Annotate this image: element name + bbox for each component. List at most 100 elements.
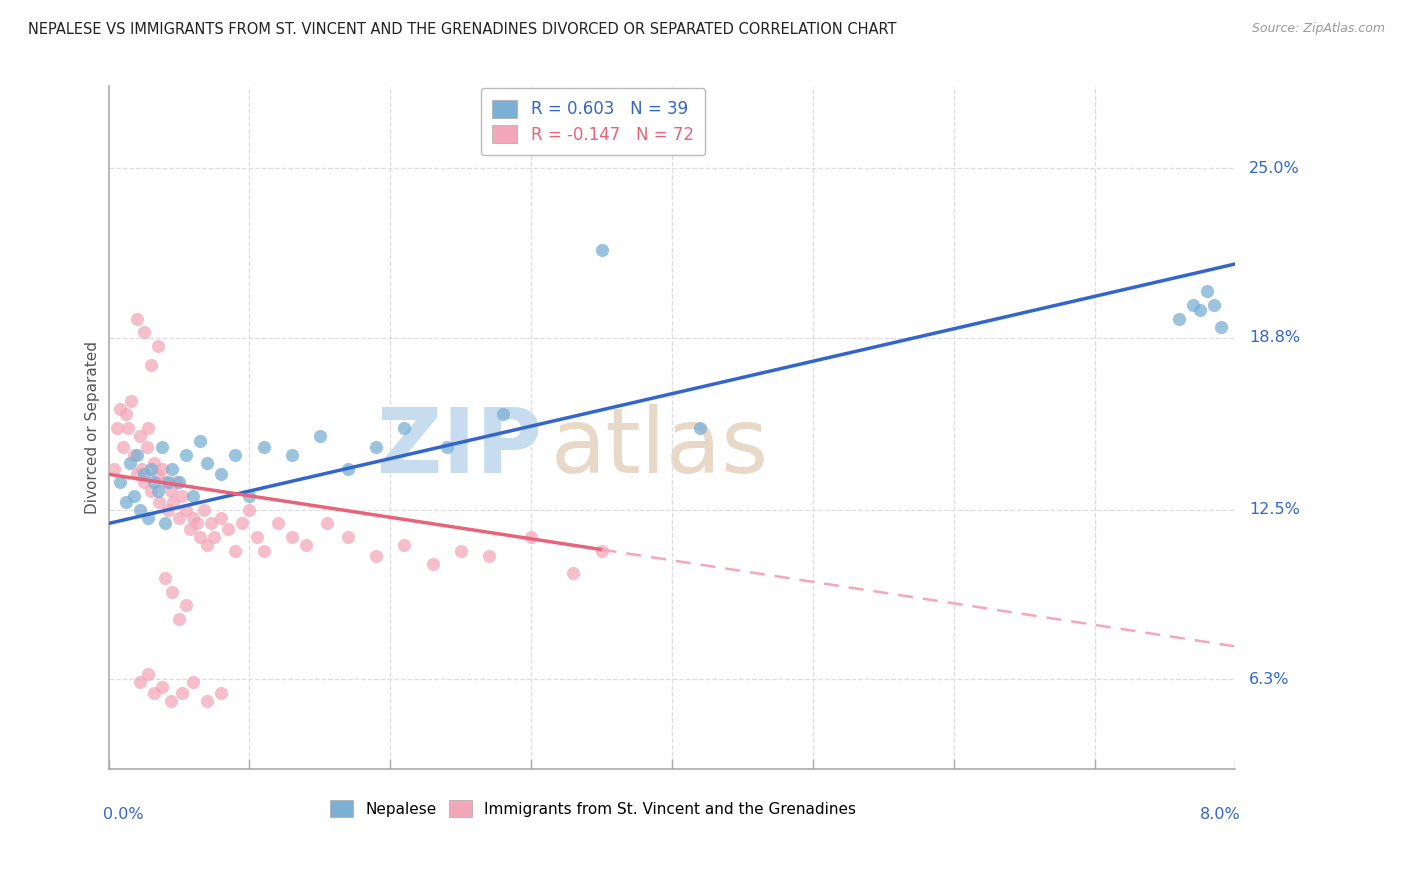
Point bbox=[492, 407, 515, 421]
Point bbox=[245, 530, 267, 544]
Point bbox=[125, 311, 148, 326]
Point bbox=[160, 462, 183, 476]
Point bbox=[146, 483, 169, 498]
Point bbox=[366, 440, 388, 454]
Point bbox=[209, 686, 232, 700]
Point bbox=[520, 530, 543, 544]
Point bbox=[188, 434, 211, 449]
Point bbox=[200, 516, 222, 531]
Point bbox=[170, 489, 193, 503]
Point bbox=[135, 440, 157, 454]
Point bbox=[174, 599, 197, 613]
Point bbox=[238, 503, 260, 517]
Point bbox=[181, 489, 204, 503]
Point bbox=[195, 538, 218, 552]
Point bbox=[118, 456, 141, 470]
Point bbox=[209, 467, 232, 482]
Point bbox=[150, 681, 173, 695]
Y-axis label: Divorced or Separated: Divorced or Separated bbox=[86, 342, 100, 515]
Point bbox=[156, 503, 179, 517]
Point bbox=[156, 475, 179, 490]
Point bbox=[394, 421, 416, 435]
Point bbox=[280, 530, 302, 544]
Point bbox=[136, 421, 159, 435]
Legend: Nepalese, Immigrants from St. Vincent and the Grenadines: Nepalese, Immigrants from St. Vincent an… bbox=[325, 794, 862, 823]
Point bbox=[179, 522, 201, 536]
Point bbox=[105, 421, 128, 435]
Point bbox=[1182, 298, 1205, 312]
Point bbox=[150, 462, 173, 476]
Text: NEPALESE VS IMMIGRANTS FROM ST. VINCENT AND THE GRENADINES DIVORCED OR SEPARATED: NEPALESE VS IMMIGRANTS FROM ST. VINCENT … bbox=[28, 22, 897, 37]
Point bbox=[153, 516, 176, 531]
Point bbox=[195, 694, 218, 708]
Point bbox=[108, 475, 131, 490]
Point bbox=[224, 543, 246, 558]
Point bbox=[450, 543, 472, 558]
Point bbox=[252, 440, 274, 454]
Point bbox=[125, 448, 148, 462]
Text: 12.5%: 12.5% bbox=[1249, 502, 1299, 517]
Point bbox=[181, 511, 204, 525]
Text: 25.0%: 25.0% bbox=[1249, 161, 1299, 176]
Point bbox=[128, 503, 150, 517]
Point bbox=[139, 483, 162, 498]
Point bbox=[1197, 285, 1219, 299]
Point bbox=[142, 456, 165, 470]
Point bbox=[174, 503, 197, 517]
Point bbox=[174, 448, 197, 462]
Point bbox=[136, 666, 159, 681]
Point bbox=[128, 674, 150, 689]
Text: 0.0%: 0.0% bbox=[103, 807, 143, 822]
Point bbox=[160, 584, 183, 599]
Point bbox=[153, 475, 176, 490]
Point bbox=[591, 244, 613, 258]
Point bbox=[142, 475, 165, 490]
Point bbox=[217, 522, 239, 536]
Point bbox=[436, 440, 458, 454]
Point bbox=[689, 421, 711, 435]
Point bbox=[142, 686, 165, 700]
Point bbox=[591, 543, 613, 558]
Point bbox=[167, 612, 190, 626]
Point bbox=[1204, 298, 1226, 312]
Point bbox=[224, 448, 246, 462]
Point bbox=[202, 530, 225, 544]
Point bbox=[153, 571, 176, 585]
Point bbox=[139, 358, 162, 372]
Point bbox=[316, 516, 339, 531]
Point bbox=[337, 530, 360, 544]
Point bbox=[162, 494, 184, 508]
Point bbox=[394, 538, 416, 552]
Point bbox=[1211, 319, 1233, 334]
Point bbox=[145, 467, 167, 482]
Point bbox=[209, 511, 232, 525]
Point bbox=[128, 429, 150, 443]
Point bbox=[139, 462, 162, 476]
Point bbox=[108, 401, 131, 416]
Text: 6.3%: 6.3% bbox=[1249, 672, 1289, 687]
Point bbox=[122, 489, 145, 503]
Point bbox=[422, 558, 444, 572]
Point bbox=[103, 462, 125, 476]
Point bbox=[295, 538, 318, 552]
Point bbox=[231, 516, 253, 531]
Point bbox=[309, 429, 332, 443]
Point bbox=[181, 674, 204, 689]
Point bbox=[159, 483, 181, 498]
Point bbox=[132, 467, 155, 482]
Point bbox=[167, 475, 190, 490]
Point bbox=[238, 489, 260, 503]
Point bbox=[148, 494, 170, 508]
Text: Source: ZipAtlas.com: Source: ZipAtlas.com bbox=[1251, 22, 1385, 36]
Point bbox=[150, 440, 173, 454]
Point bbox=[136, 511, 159, 525]
Point bbox=[114, 494, 136, 508]
Point bbox=[186, 516, 208, 531]
Point bbox=[337, 462, 360, 476]
Point bbox=[111, 440, 134, 454]
Point bbox=[252, 543, 274, 558]
Text: ZIP: ZIP bbox=[377, 404, 543, 492]
Point bbox=[562, 566, 585, 580]
Point bbox=[120, 393, 142, 408]
Point bbox=[117, 421, 139, 435]
